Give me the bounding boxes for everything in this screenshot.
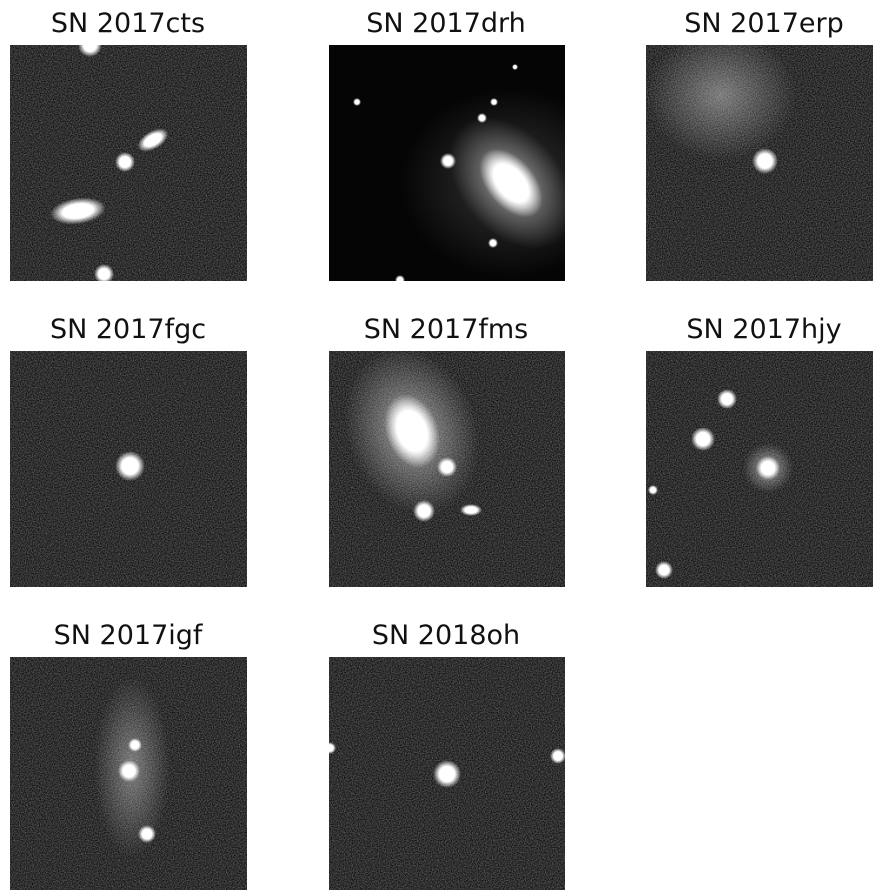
panel-title: SN 2017erp xyxy=(684,8,843,39)
image-panel xyxy=(10,351,247,587)
panel-title: SN 2017cts xyxy=(51,8,205,39)
panel-title: SN 2018oh xyxy=(372,620,520,651)
image xyxy=(646,45,873,281)
image-panel xyxy=(10,657,247,890)
panel-title: SN 2017fgc xyxy=(50,314,206,345)
image-panel xyxy=(646,45,873,281)
image-panel xyxy=(329,351,565,587)
image xyxy=(329,657,565,890)
image xyxy=(10,45,247,281)
image-panel xyxy=(329,45,565,281)
panel-title: SN 2017fms xyxy=(364,314,529,345)
image xyxy=(10,657,247,890)
image-panel xyxy=(329,657,565,890)
image xyxy=(646,351,873,587)
image xyxy=(10,351,247,587)
image-panel xyxy=(10,45,247,281)
panel-title: SN 2017hjy xyxy=(686,314,841,345)
image xyxy=(329,45,565,281)
image-panel xyxy=(646,351,873,587)
image xyxy=(329,351,565,587)
panel-title: SN 2017igf xyxy=(54,620,204,651)
panel-title: SN 2017drh xyxy=(366,8,526,39)
